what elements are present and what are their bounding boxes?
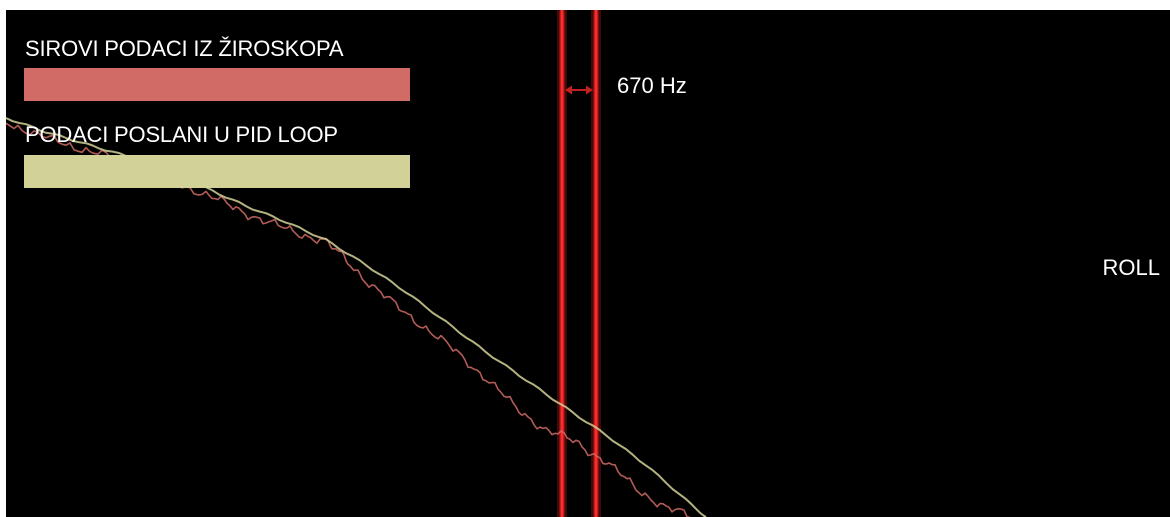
frequency-label: 670 Hz <box>617 73 687 98</box>
marker-line-2 <box>594 10 598 517</box>
arrow-head-left <box>565 85 572 95</box>
legend-swatch-pid-loop <box>24 155 410 188</box>
legend-label-pid-loop: PODACI POSLANI U PID LOOP <box>25 122 338 147</box>
frequency-arrow <box>565 85 593 95</box>
chart-panel: SIROVI PODACI IZ ŽIROSKOPA PODACI POSLAN… <box>6 10 1170 517</box>
marker-line-1 <box>560 10 564 517</box>
legend-label-raw-gyro: SIROVI PODACI IZ ŽIROSKOPA <box>25 36 344 61</box>
axis-label-roll: ROLL <box>1102 255 1160 280</box>
legend-swatch-raw-gyro <box>24 68 410 101</box>
frequency-markers <box>557 10 601 517</box>
arrow-head-right <box>586 85 593 95</box>
